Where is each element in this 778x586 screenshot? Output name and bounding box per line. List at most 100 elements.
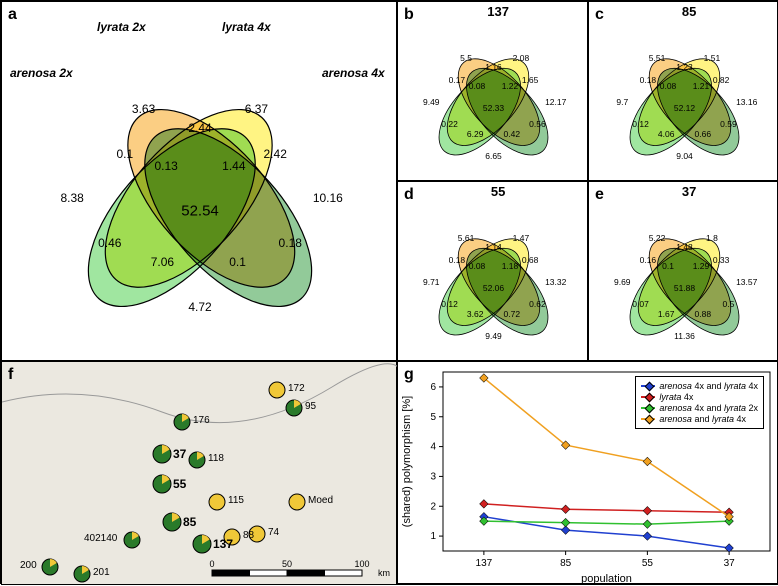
legend-label-2: arenosa 4x and lyrata 2x bbox=[659, 403, 758, 413]
venn-region-s124: 0.1 bbox=[229, 255, 246, 269]
venn-region-s24: 0.62 bbox=[529, 299, 546, 309]
svg-text:population: population bbox=[581, 573, 632, 585]
map-label-118: 118 bbox=[208, 453, 224, 464]
venn-set-label-1: lyrata 2x bbox=[97, 20, 146, 34]
venn-region-s14: 11.36 bbox=[674, 331, 695, 341]
svg-text:2: 2 bbox=[430, 501, 436, 512]
venn-region-s34: 0.68 bbox=[522, 255, 539, 265]
svg-text:1: 1 bbox=[430, 531, 436, 542]
map-point-115 bbox=[209, 494, 225, 510]
venn-region-s12: 0.18 bbox=[449, 255, 466, 265]
map-label-172: 172 bbox=[288, 383, 305, 394]
venn-region-s34: 0.82 bbox=[713, 75, 730, 85]
svg-text:85: 85 bbox=[560, 558, 572, 569]
venn-region-s23: 1.23 bbox=[676, 62, 693, 72]
venn-region-s14: 9.49 bbox=[485, 331, 502, 341]
venn-region-s234: 1.21 bbox=[693, 81, 710, 91]
venn-region-s123: 0.08 bbox=[469, 81, 486, 91]
panel-g: g123456137855537population(shared) polym… bbox=[397, 361, 778, 585]
venn-region-s24: 0.59 bbox=[720, 119, 737, 129]
venn-region-s12: 0.17 bbox=[449, 75, 466, 85]
map-label-55: 55 bbox=[173, 477, 186, 491]
venn-region-s2: 5.51 bbox=[649, 53, 666, 63]
svg-text:4: 4 bbox=[430, 442, 436, 453]
venn-region-s1234: 52.54 bbox=[181, 203, 219, 220]
venn-region-s3: 2.08 bbox=[513, 53, 530, 63]
venn-region-s124: 0.72 bbox=[504, 309, 521, 319]
venn-region-s3: 1.47 bbox=[513, 233, 530, 243]
venn-region-s23: 2.44 bbox=[188, 121, 211, 135]
svg-text:(shared) polymorphism [%]: (shared) polymorphism [%] bbox=[401, 396, 413, 527]
venn-region-s1234: 52.12 bbox=[674, 103, 695, 113]
panel-label-a: a bbox=[8, 6, 17, 24]
svg-text:100: 100 bbox=[354, 559, 369, 569]
venn-region-s13: 0.22 bbox=[441, 119, 458, 129]
population-title-d: 55 bbox=[491, 184, 505, 199]
scale-bar: 050100km bbox=[209, 559, 390, 578]
legend-label-1: lyrata 4x bbox=[659, 392, 693, 402]
venn-region-s24: 0.18 bbox=[279, 236, 302, 250]
venn-region-s23: 1.16 bbox=[485, 62, 502, 72]
legend-label-3: arenosa and lyrata 4x bbox=[659, 414, 746, 424]
venn-region-s1234: 52.06 bbox=[483, 283, 504, 293]
svg-text:37: 37 bbox=[724, 558, 736, 569]
map-label-Moed: Moed bbox=[308, 495, 333, 506]
venn-region-s134: 4.06 bbox=[658, 129, 675, 139]
venn-region-s134: 1.67 bbox=[658, 309, 675, 319]
panel-a: a8.383.636.3710.160.12.442.424.720.460.1… bbox=[1, 1, 397, 361]
venn-region-s13: 0.46 bbox=[98, 236, 121, 250]
venn-region-s1: 9.69 bbox=[614, 277, 631, 287]
svg-text:5: 5 bbox=[430, 412, 436, 423]
map-label-176: 176 bbox=[193, 415, 210, 426]
map-svg: 050100km bbox=[2, 362, 398, 586]
svg-text:0: 0 bbox=[209, 559, 214, 569]
svg-text:6: 6 bbox=[430, 382, 436, 393]
venn-region-s4: 13.32 bbox=[545, 277, 566, 287]
venn-region-s1234: 52.33 bbox=[483, 103, 504, 113]
venn-region-s1: 9.7 bbox=[616, 97, 628, 107]
venn-region-s123: 0.1 bbox=[662, 261, 674, 271]
venn-region-s14: 6.65 bbox=[485, 151, 502, 161]
venn-region-s1234: 51.88 bbox=[674, 283, 695, 293]
venn-region-s1: 9.49 bbox=[423, 97, 440, 107]
map-label-115: 115 bbox=[228, 495, 244, 506]
panel-f: f050100km172951763711855115Moed857488402… bbox=[1, 361, 397, 585]
venn-region-s14: 4.72 bbox=[188, 300, 211, 314]
map-point-172 bbox=[269, 382, 285, 398]
venn-region-s12: 0.18 bbox=[640, 75, 657, 85]
venn-set-label-2: lyrata 4x bbox=[222, 20, 271, 34]
map-point-Moed bbox=[289, 494, 305, 510]
venn-region-s123: 0.13 bbox=[154, 159, 177, 173]
venn-region-s234: 1.22 bbox=[502, 81, 519, 91]
population-title-e: 37 bbox=[682, 184, 696, 199]
venn-region-s234: 1.44 bbox=[222, 159, 245, 173]
venn-region-s134: 3.62 bbox=[467, 309, 484, 319]
population-title-c: 85 bbox=[682, 4, 696, 19]
venn-region-s2: 5.61 bbox=[458, 233, 475, 243]
population-title-b: 137 bbox=[487, 4, 509, 19]
venn-region-s3: 1.8 bbox=[706, 233, 718, 243]
panel-c: c859.75.511.5113.160.181.230.829.040.120… bbox=[588, 1, 778, 181]
venn-region-s4: 13.57 bbox=[736, 277, 757, 287]
svg-text:km: km bbox=[378, 568, 390, 578]
venn-region-s124: 0.66 bbox=[695, 129, 712, 139]
venn-region-s234: 1.29 bbox=[693, 261, 710, 271]
venn-region-s2: 5.22 bbox=[649, 233, 666, 243]
venn-region-s3: 1.51 bbox=[704, 53, 721, 63]
svg-text:3: 3 bbox=[430, 471, 436, 482]
venn-set-label-0: arenosa 2x bbox=[10, 66, 73, 80]
venn-region-s4: 10.16 bbox=[313, 191, 343, 205]
venn-region-s3: 6.37 bbox=[245, 102, 268, 116]
series-line-1 bbox=[484, 504, 729, 512]
map-label-37: 37 bbox=[173, 447, 186, 461]
venn-region-s1: 8.38 bbox=[60, 191, 83, 205]
venn-region-s2: 5.5 bbox=[460, 53, 472, 63]
panel-d: d559.715.611.4713.320.181.140.689.490.12… bbox=[397, 181, 588, 361]
venn-region-s134: 6.29 bbox=[467, 129, 484, 139]
venn-region-s134: 7.06 bbox=[151, 255, 174, 269]
venn-region-s23: 1.14 bbox=[485, 242, 502, 252]
venn-region-s13: 0.07 bbox=[632, 299, 649, 309]
venn-region-s4: 13.16 bbox=[736, 97, 757, 107]
chart-legend: arenosa 4x and lyrata 4xlyrata 4xarenosa… bbox=[635, 376, 764, 429]
venn-region-s124: 0.88 bbox=[695, 309, 712, 319]
